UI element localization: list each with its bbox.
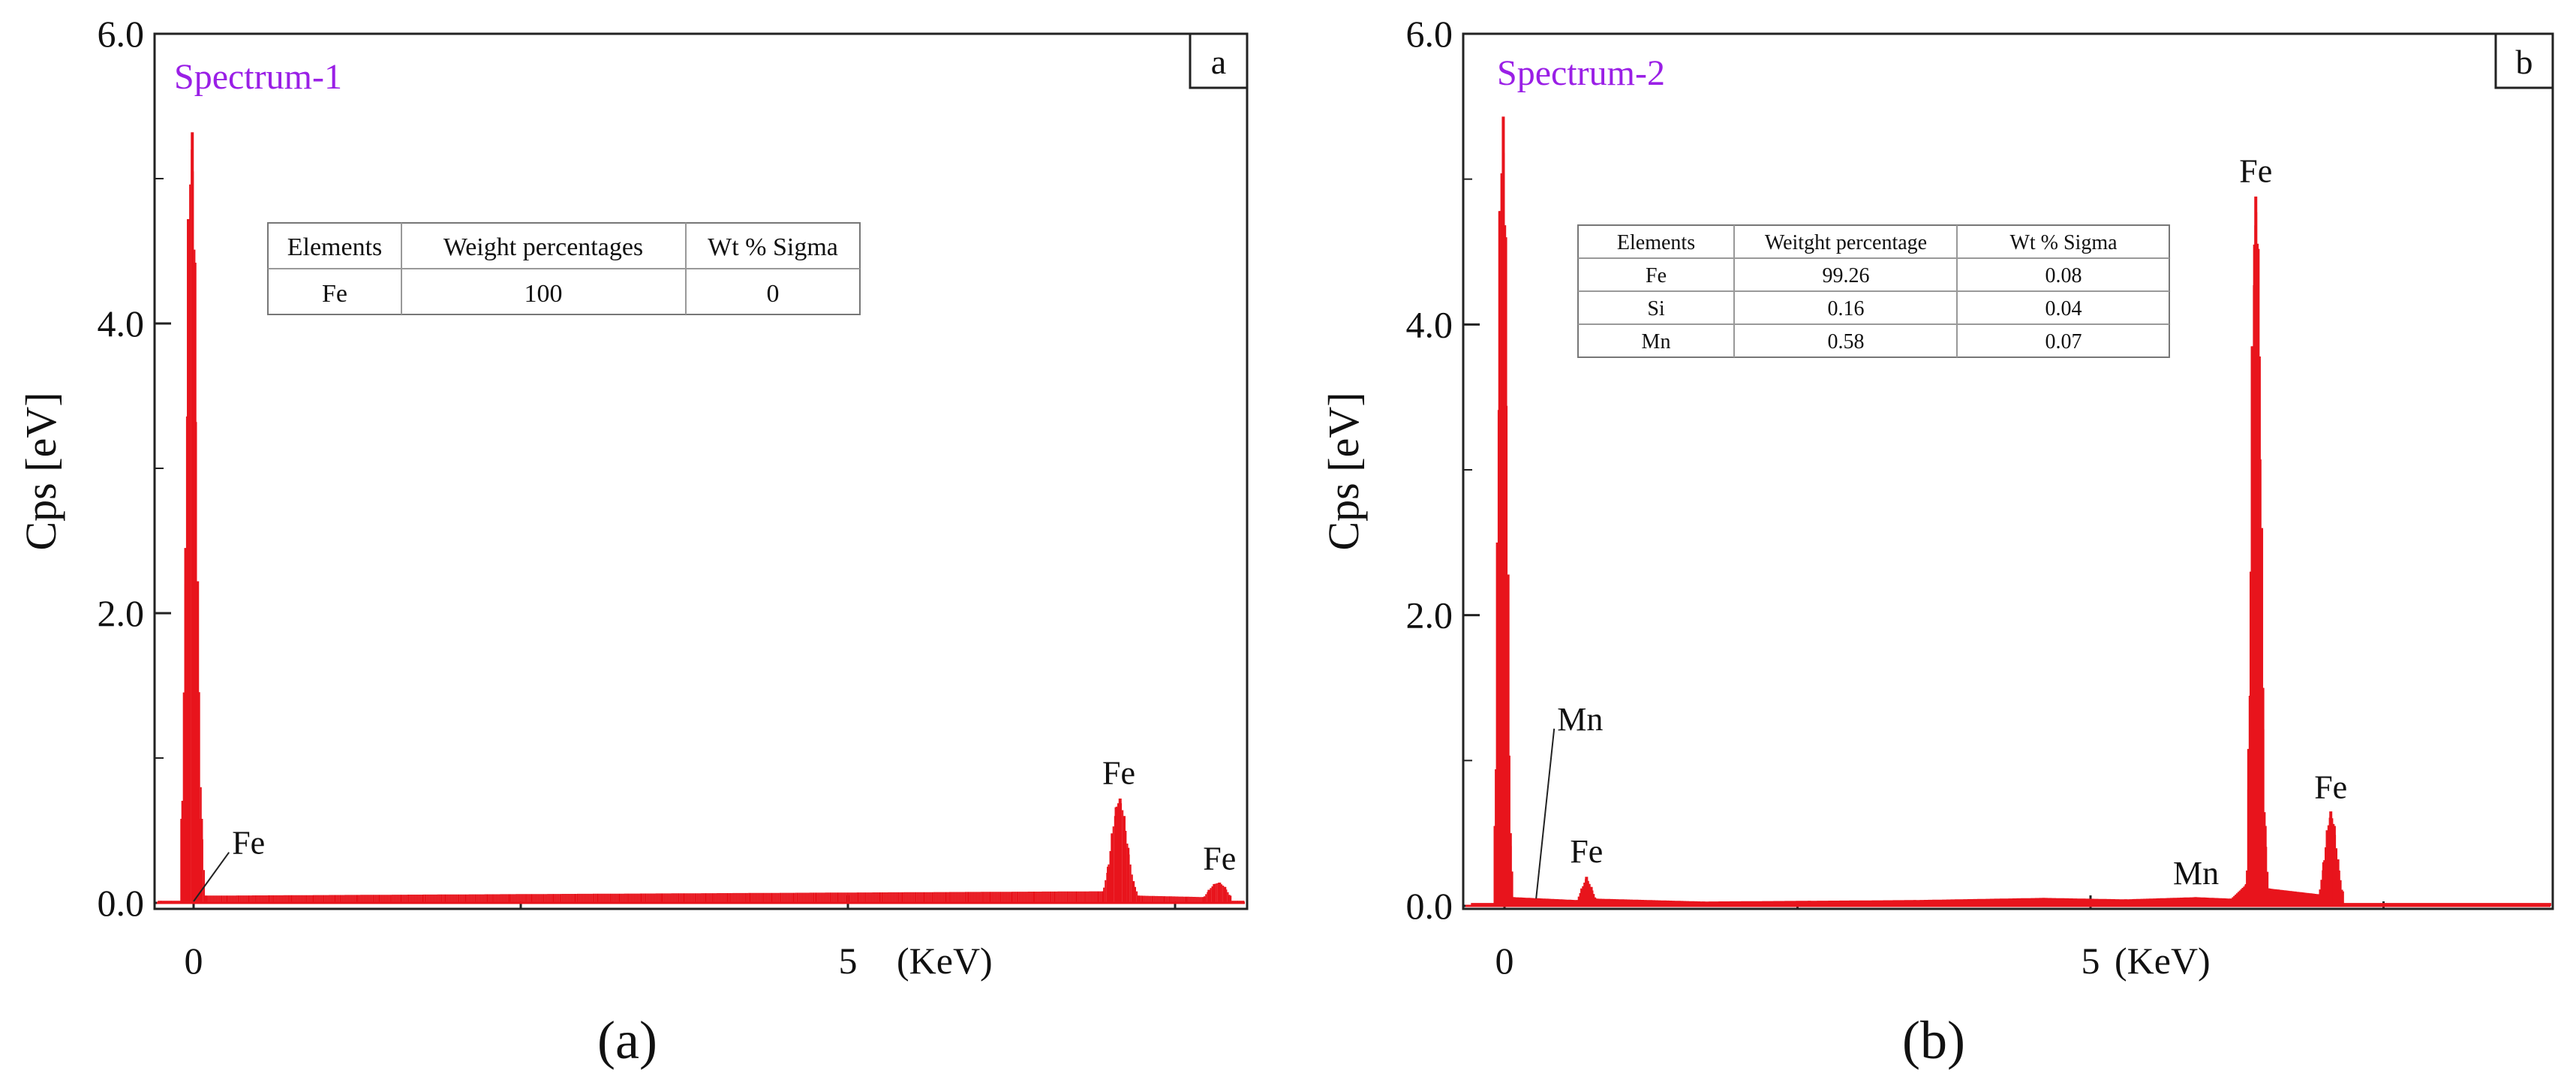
panel-a-letter: a: [1211, 43, 1226, 81]
panel-a-table-cell: 0: [767, 280, 780, 308]
panel-b-table-cell: Si: [1647, 297, 1665, 320]
panel-a-peak-label: Fe: [1203, 841, 1236, 877]
panel-b-table-cell: Fe: [1646, 264, 1667, 287]
panel-b-caption: (b): [1902, 1010, 1965, 1070]
panel-b-x-tick-label: 5: [2082, 940, 2100, 982]
panel-a-letter-box: [1189, 32, 1249, 89]
panel-a-table-header: Wt % Sigma: [708, 233, 838, 261]
panel-a-spectrum-title: Spectrum-1: [174, 57, 342, 97]
panel-b-y-tick-label: 2.0: [1406, 594, 1453, 636]
panel-b-table-cell: 0.08: [2045, 264, 2082, 287]
panel-b-peak-label: Fe: [1570, 833, 1603, 870]
panel-b-y-tick-label: 4.0: [1406, 303, 1453, 345]
panel-b-table-cell: 0.04: [2045, 297, 2082, 320]
panel-a-y-tick-label: 6.0: [98, 13, 145, 55]
panel-b-table-cell: 0.58: [1828, 330, 1865, 353]
panel-b-peak-label: Mn: [2173, 855, 2219, 892]
panel-a-table-header: Weight percentages: [443, 233, 643, 261]
panel-a-x-axis-label: (KeV): [897, 940, 993, 982]
panel-a-caption: (a): [597, 1010, 657, 1070]
panel-b: 0.0 2.0 4.0 6.0 0 5 Mn Fe Mn Fe Fe Spectrum-2 b C…: [1319, 13, 2554, 1070]
panel-a-bars: [157, 132, 1245, 904]
panel-a-y-axis-label: Cps [eV]: [17, 392, 65, 550]
panel-b-bars: [1465, 116, 2551, 907]
panel-b-table-header: Weitght percentage: [1765, 231, 1927, 254]
panel-a: 0.0 2.0 4.0 6.0 0 5 Fe Fe Fe Spectrum-1 a Cps […: [17, 13, 1249, 1070]
panel-b-letter-box: [2494, 32, 2554, 89]
panel-b-table-header: Elements: [1617, 231, 1695, 254]
panel-b-x-tick-label: 0: [1495, 940, 1514, 982]
panel-a-peak-leader-line: [193, 852, 230, 902]
panel-b-y-tick-label: 6.0: [1406, 13, 1453, 55]
panel-b-peak-label: Mn: [1557, 701, 1603, 738]
panel-b-peak-label: Fe: [2239, 153, 2272, 190]
panel-b-table-cell: 0.16: [1828, 297, 1865, 320]
panel-b-spectrum-title: Spectrum-2: [1497, 53, 1665, 93]
panel-b-peak-labels: Mn Fe Mn Fe Fe: [1535, 153, 2347, 899]
panel-b-peak-leader-line: [1535, 728, 1556, 899]
panel-a-table-header: Elements: [287, 233, 383, 261]
panel-a-table-cell: 100: [525, 280, 563, 308]
panel-b-y-tick-label: 0.0: [1406, 885, 1453, 927]
panel-a-table-cell: Fe: [322, 280, 347, 308]
panel-b-y-axis-label: Cps [eV]: [1319, 392, 1368, 550]
panel-b-table-cell: Mn: [1642, 330, 1671, 353]
panel-a-peak-label: Fe: [1102, 755, 1135, 792]
panel-a-y-tick-label: 4.0: [98, 302, 145, 344]
panel-b-plot-frame: [1462, 32, 2554, 910]
panel-a-composition-table: Elements Weight percentages Wt % Sigma F…: [267, 222, 861, 315]
panel-b-table-cell: 0.07: [2045, 330, 2082, 353]
panel-b-letter: b: [2516, 43, 2533, 81]
panel-b-peak-label: Fe: [2314, 769, 2347, 806]
panel-a-y-tick-label: 2.0: [98, 592, 145, 634]
panel-a-plot-frame: [153, 32, 1249, 910]
panel-a-peak-label: Fe: [232, 825, 265, 862]
panel-b-table-header: Wt % Sigma: [2009, 231, 2118, 254]
panel-a-peak-labels: Fe Fe Fe: [193, 755, 1236, 902]
panel-a-x-tick-label: 0: [185, 940, 203, 982]
panel-b-x-axis-label: (KeV): [2115, 940, 2211, 982]
panel-a-y-tick-label: 0.0: [98, 882, 145, 924]
panel-b-composition-table: Elements Weitght percentage Wt % Sigma F…: [1577, 224, 2170, 358]
panel-b-axes: 0.0 2.0 4.0 6.0 0 5: [1406, 13, 2385, 982]
panel-b-table-cell: 99.26: [1823, 264, 1870, 287]
panel-a-x-tick-label: 5: [839, 940, 858, 982]
